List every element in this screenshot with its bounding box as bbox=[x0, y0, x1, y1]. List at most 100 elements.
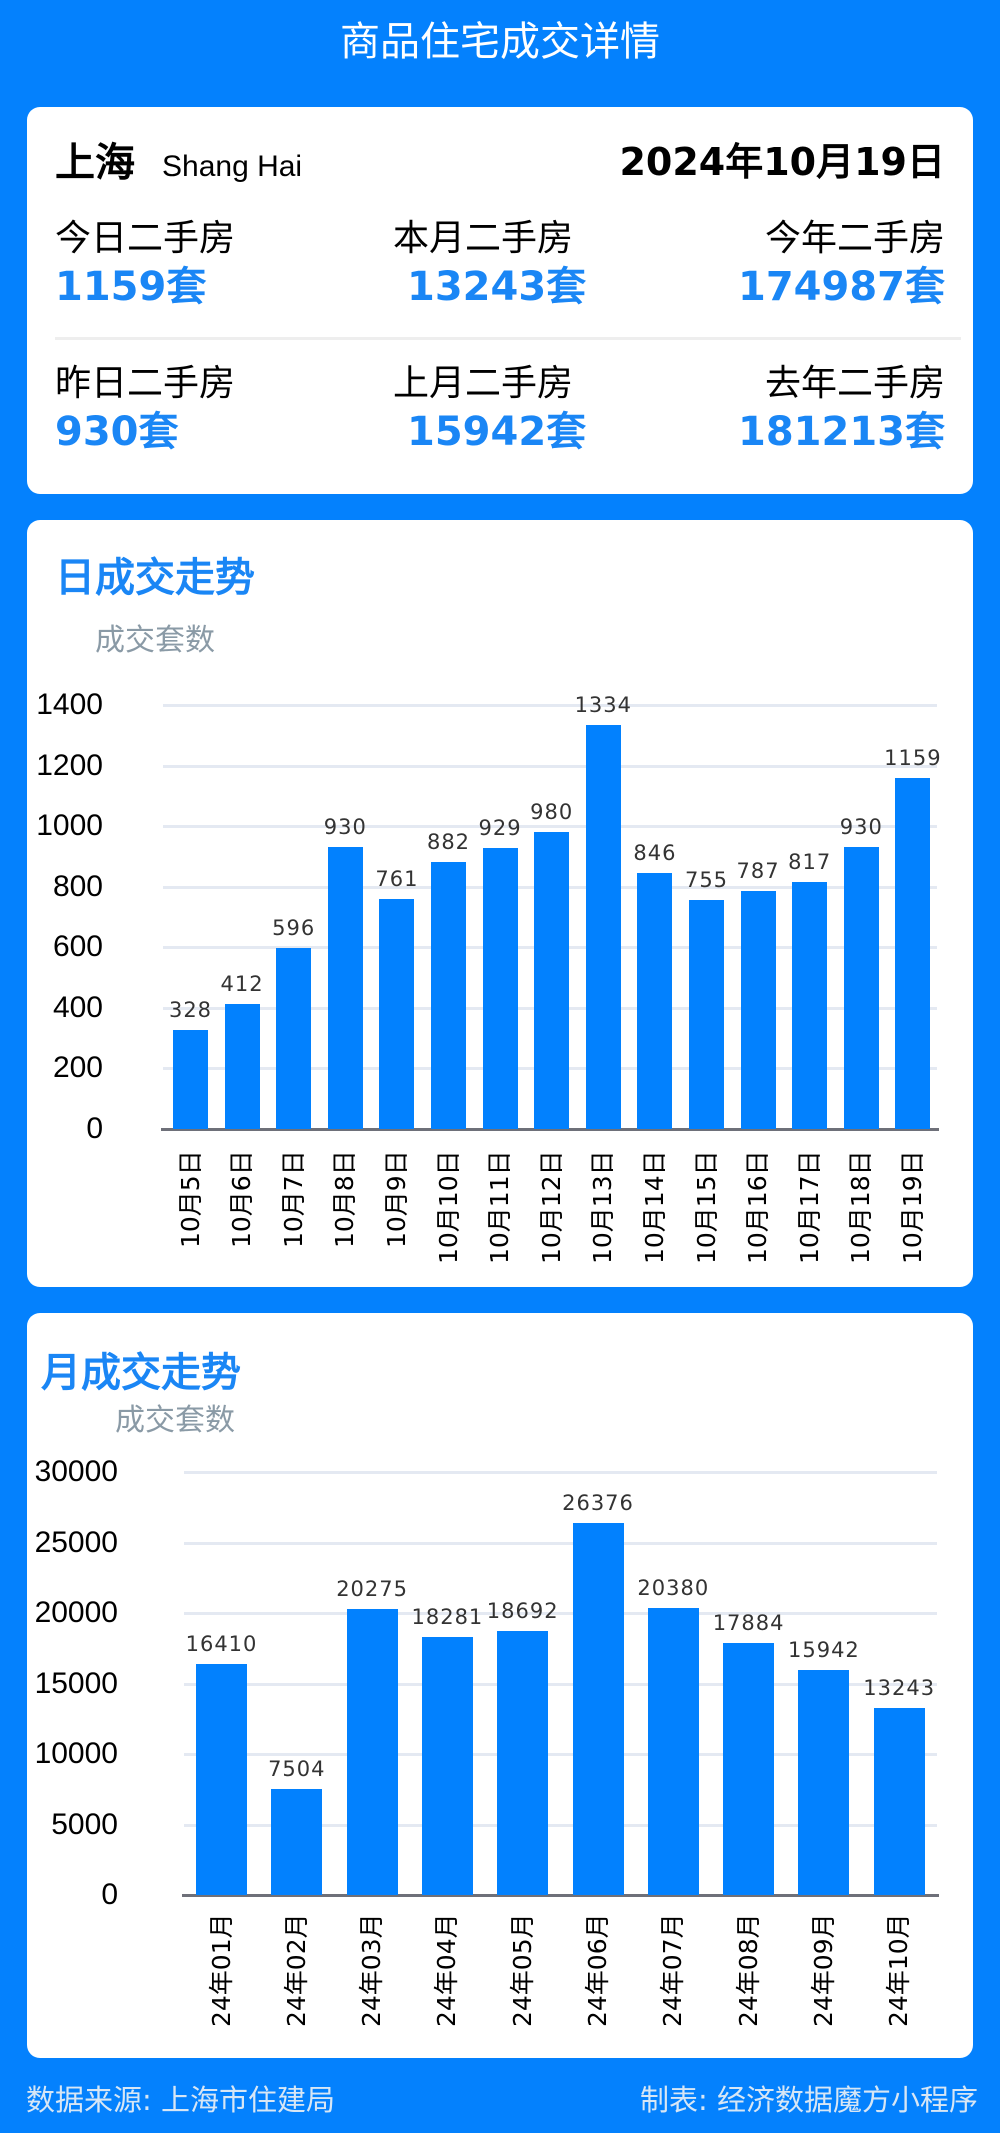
divider bbox=[55, 337, 961, 340]
grid-line bbox=[184, 1612, 937, 1615]
bar bbox=[740, 890, 776, 1129]
y-tick-label: 800 bbox=[52, 869, 103, 903]
x-axis-label: 10月13日 bbox=[588, 1150, 618, 1264]
bar-value-label: 980 bbox=[530, 800, 574, 825]
chart-maker: 制表: 经济数据魔方小程序 bbox=[640, 2083, 978, 2117]
bar-value-label: 930 bbox=[839, 815, 883, 840]
y-tick-label: 0 bbox=[86, 1112, 103, 1145]
city-name: 上海 bbox=[55, 140, 135, 186]
y-tick-label: 15000 bbox=[34, 1666, 118, 1700]
bar-value-label: 18692 bbox=[486, 1599, 559, 1624]
bar-value-label: 761 bbox=[375, 866, 419, 891]
report-date: 2024年10月19日 bbox=[619, 140, 945, 184]
bar bbox=[379, 898, 415, 1129]
bar-value-label: 755 bbox=[684, 868, 729, 893]
x-axis-label: 10月8日 bbox=[330, 1150, 360, 1248]
x-axis-label: 24年01月 bbox=[206, 1913, 236, 2027]
bar bbox=[497, 1631, 549, 1895]
y-axis-title: 成交套数 bbox=[115, 1403, 235, 1438]
bar bbox=[637, 872, 673, 1129]
y-tick-label: 30000 bbox=[34, 1455, 118, 1488]
bar bbox=[843, 847, 879, 1129]
x-axis-label: 24年03月 bbox=[357, 1913, 387, 2027]
y-tick-label: 25000 bbox=[34, 1525, 118, 1559]
bar-value-label: 1159 bbox=[884, 745, 942, 770]
bar bbox=[482, 847, 518, 1129]
y-tick-label: 1000 bbox=[36, 809, 103, 843]
bar-value-label: 787 bbox=[736, 858, 780, 883]
x-axis-label: 10月6日 bbox=[227, 1150, 257, 1248]
stat-label: 今日二手房 bbox=[55, 218, 236, 259]
grid-line bbox=[184, 1753, 937, 1756]
bar bbox=[798, 1670, 850, 1895]
bar bbox=[723, 1642, 775, 1895]
bar bbox=[689, 900, 724, 1129]
bar-value-label: 328 bbox=[168, 997, 213, 1022]
page-title: 商品住宅成交详情 bbox=[340, 19, 660, 65]
x-axis-label: 24年02月 bbox=[281, 1913, 311, 2027]
grid-line bbox=[184, 1471, 937, 1474]
bar bbox=[873, 1708, 925, 1895]
x-axis-label: 24年04月 bbox=[432, 1913, 462, 2027]
bar-value-label: 846 bbox=[633, 840, 677, 865]
x-axis-line bbox=[182, 1894, 939, 1897]
bar-value-label: 1334 bbox=[574, 692, 633, 717]
bar-value-label: 412 bbox=[220, 972, 264, 997]
bar-value-label: 596 bbox=[272, 916, 316, 941]
stat-last-month: 上月二手房 15942套 bbox=[393, 362, 586, 458]
grid-line bbox=[184, 1682, 937, 1686]
chart-title: 月成交走势 bbox=[41, 1350, 241, 1396]
x-axis-label: 24年08月 bbox=[733, 1913, 763, 2027]
y-tick-label: 1200 bbox=[36, 748, 103, 782]
y-tick-label: 200 bbox=[52, 1051, 103, 1085]
bar-value-label: 882 bbox=[426, 829, 471, 854]
bar bbox=[647, 1607, 699, 1895]
grid-line bbox=[184, 1823, 937, 1827]
x-axis-label: 24年09月 bbox=[808, 1913, 838, 2027]
stat-label: 本月二手房 bbox=[393, 218, 574, 259]
stat-label: 去年二手房 bbox=[764, 363, 945, 404]
bar bbox=[196, 1663, 247, 1895]
bar bbox=[276, 948, 312, 1129]
y-axis-title: 成交套数 bbox=[95, 623, 215, 658]
stat-value: 181213套 bbox=[738, 409, 945, 455]
bar-value-label: 16410 bbox=[185, 1631, 258, 1656]
bar-value-label: 7504 bbox=[268, 1757, 326, 1782]
x-axis-label: 10月14日 bbox=[639, 1150, 669, 1264]
bar-value-label: 17884 bbox=[712, 1610, 785, 1635]
bar bbox=[792, 881, 828, 1129]
x-axis-label: 10月19日 bbox=[897, 1150, 927, 1264]
bar-value-label: 930 bbox=[323, 815, 367, 840]
x-axis-label: 10月11日 bbox=[485, 1150, 515, 1264]
stat-value: 1159套 bbox=[55, 264, 207, 310]
bar bbox=[534, 832, 570, 1129]
y-tick-label: 0 bbox=[101, 1878, 118, 1911]
bar bbox=[271, 1789, 323, 1895]
bar-value-label: 18281 bbox=[411, 1605, 484, 1630]
chart-title: 日成交走势 bbox=[55, 555, 255, 601]
bar-value-label: 20380 bbox=[637, 1575, 710, 1600]
y-tick-label: 400 bbox=[52, 990, 103, 1024]
stat-label: 今年二手房 bbox=[764, 218, 945, 259]
grid-line bbox=[184, 1541, 937, 1545]
stat-this-month: 本月二手房 13243套 bbox=[393, 217, 586, 313]
stat-value: 930套 bbox=[55, 409, 179, 455]
bar-value-label: 20275 bbox=[336, 1577, 408, 1602]
grid-line bbox=[163, 825, 937, 829]
bar bbox=[572, 1523, 624, 1895]
y-tick-label: 10000 bbox=[34, 1737, 118, 1770]
x-axis-label: 10月17日 bbox=[794, 1150, 824, 1264]
y-tick-label: 20000 bbox=[34, 1596, 118, 1629]
grid-line bbox=[163, 704, 937, 707]
grid-line bbox=[163, 764, 937, 768]
bar-value-label: 13243 bbox=[863, 1676, 936, 1701]
x-axis-label: 10月7日 bbox=[278, 1150, 308, 1248]
bar-value-label: 15942 bbox=[787, 1638, 860, 1663]
stat-this-year: 今年二手房 174987套 bbox=[738, 217, 945, 313]
x-axis-label: 10月18日 bbox=[846, 1150, 876, 1264]
x-axis-label: 24年06月 bbox=[583, 1913, 612, 2027]
x-axis-line bbox=[161, 1128, 939, 1131]
x-axis-label: 10月10日 bbox=[433, 1150, 463, 1264]
monthly-chart-card: 月成交走势 成交套数 0 5000 10000 15000 20000 25000 3000… bbox=[27, 1313, 973, 2058]
bar bbox=[421, 1637, 473, 1895]
